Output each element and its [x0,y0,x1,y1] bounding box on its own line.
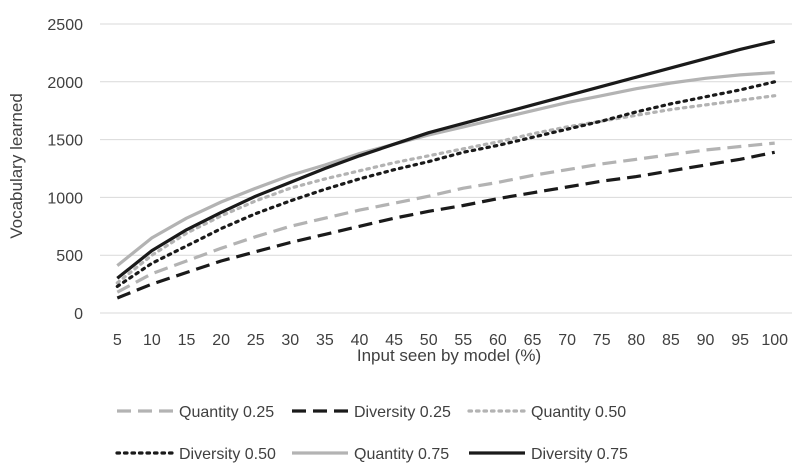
x-tick-label: 10 [143,332,161,349]
series-line-diversity-0-75 [116,39,776,280]
x-tick-label: 80 [627,332,645,349]
legend: Quantity 0.25 Diversity 0.25 Quantity 0.50… [115,404,628,463]
x-tick-label: 75 [593,332,611,349]
x-tick-label: 35 [316,332,334,349]
series-line-quantity-0-25 [116,141,775,294]
y-tick-label: 2500 [47,17,83,34]
legend-item: Diversity 0.25 [292,404,451,421]
legend-label: Quantity 0.75 [354,446,449,463]
legend-item: Quantity 0.25 [117,404,274,421]
x-tick-label: 15 [178,332,196,349]
y-tick-label: 2000 [47,75,83,92]
y-tick-label: 1000 [47,190,83,207]
legend-label: Diversity 0.75 [531,446,628,463]
legend-item: Diversity 0.50 [115,446,276,463]
x-tick-label: 30 [281,332,299,349]
y-tick-label: 1500 [47,133,83,150]
series-lines [115,39,777,300]
x-tick-label: 5 [113,332,122,349]
x-tick-label: 60 [489,332,507,349]
legend-label: Diversity 0.50 [179,446,276,463]
legend-item: Quantity 0.50 [467,404,626,421]
y-axis-label: Vocabulary learned [7,93,26,239]
x-tick-label: 55 [454,332,472,349]
x-tick-label: 50 [420,332,438,349]
series-line-quantity-0-50 [115,94,777,285]
x-tick-label: 65 [524,332,542,349]
legend-item: Diversity 0.75 [469,446,628,463]
x-axis-label: Input seen by model (%) [357,346,541,365]
legend-label: Quantity 0.50 [531,404,626,421]
x-tick-label: 95 [731,332,749,349]
x-tick-label: 100 [761,332,788,349]
x-tick-label: 85 [662,332,680,349]
legend-label: Diversity 0.25 [354,404,451,421]
series-line-diversity-0-50 [115,80,777,288]
x-tick-label: 20 [212,332,230,349]
legend-label: Quantity 0.25 [179,404,274,421]
x-tick-label: 25 [247,332,265,349]
x-tick-label: 90 [697,332,715,349]
y-axis-tick-labels: 0 500 1000 1500 2000 2500 [47,17,83,323]
x-tick-label: 40 [351,332,369,349]
series-line-quantity-0-75 [116,71,775,267]
legend-item: Quantity 0.75 [292,446,449,463]
gridlines [100,23,792,314]
x-tick-label: 70 [558,332,576,349]
y-tick-label: 500 [56,248,83,265]
y-tick-label: 0 [74,306,83,323]
x-axis-tick-labels: 5 10 15 20 25 30 35 40 45 50 55 60 65 70 75 80 85 90 95 100 [113,332,788,349]
x-tick-label: 45 [385,332,403,349]
series-line-diversity-0-25 [116,150,776,300]
